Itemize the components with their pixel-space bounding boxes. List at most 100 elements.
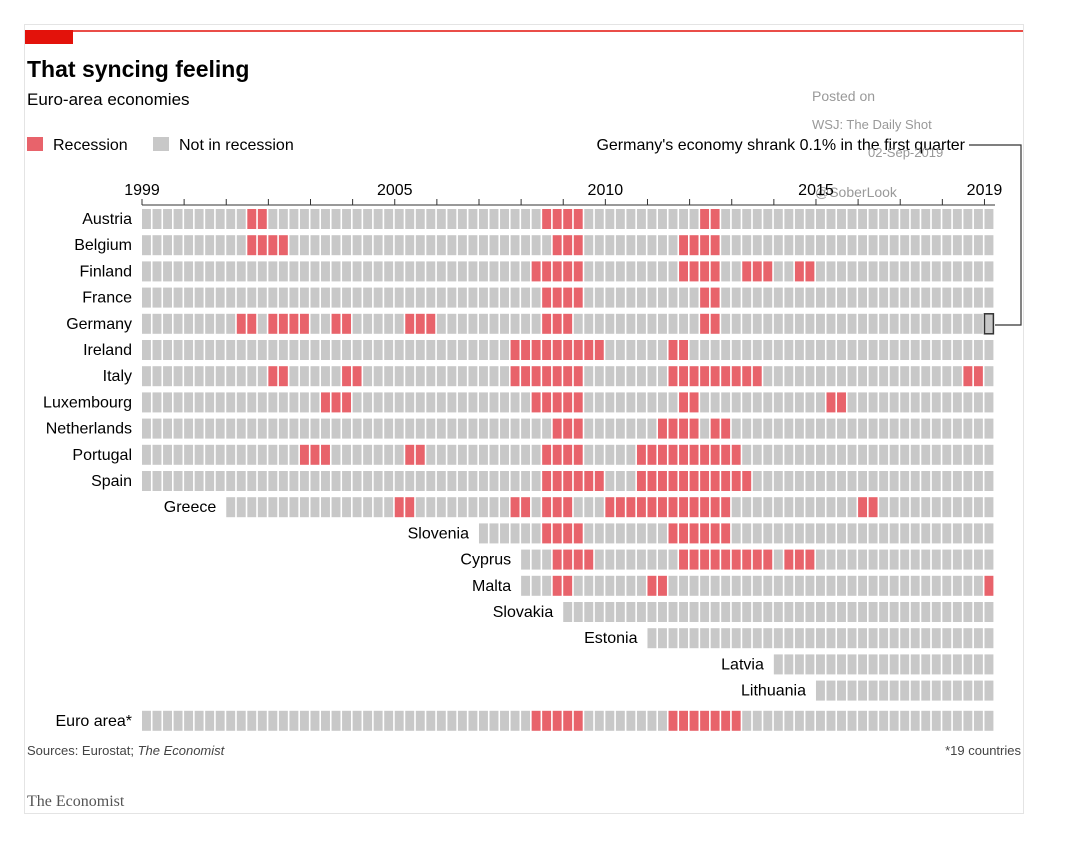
recession-cell — [563, 340, 573, 360]
quarter-cell — [510, 444, 520, 465]
quarter-cell — [163, 418, 172, 439]
quarter-cell — [879, 209, 889, 229]
quarter-cell — [236, 287, 246, 308]
quarter-cell — [942, 654, 952, 675]
country-label-lithuania: Lithuania — [741, 683, 806, 700]
quarter-cell — [415, 340, 425, 360]
quarter-cell — [668, 549, 678, 570]
recession-cell — [584, 549, 594, 570]
quarter-cell — [626, 549, 636, 570]
recession-cell — [784, 549, 794, 570]
quarter-cell — [847, 287, 857, 308]
quarter-cell — [689, 602, 699, 622]
quarter-cell — [668, 602, 678, 622]
quarter-cell — [373, 710, 383, 731]
recession-cell — [731, 444, 741, 465]
quarter-cell — [794, 628, 804, 649]
quarter-cell — [142, 418, 151, 439]
quarter-cell — [721, 287, 731, 308]
quarter-cell — [868, 680, 878, 701]
quarter-cell — [363, 444, 373, 465]
recession-cell — [563, 575, 573, 596]
quarter-cell — [973, 444, 983, 465]
quarter-cell — [952, 444, 962, 465]
quarter-cell — [163, 313, 172, 334]
quarter-cell — [447, 444, 457, 465]
quarter-cell — [815, 366, 825, 387]
quarter-cell — [373, 497, 383, 518]
quarter-cell — [837, 654, 846, 675]
recession-cell — [278, 366, 288, 387]
recession-cell — [805, 261, 815, 282]
quarter-cell — [626, 602, 636, 622]
quarter-cell — [289, 471, 299, 491]
recession-cell — [731, 549, 741, 570]
quarter-cell — [636, 313, 646, 334]
quarter-cell — [942, 287, 952, 308]
quarter-cell — [426, 444, 436, 465]
quarter-cell — [226, 497, 236, 518]
quarter-cell — [510, 418, 520, 439]
quarter-cell — [910, 710, 920, 731]
quarter-cell — [763, 628, 773, 649]
quarter-cell — [299, 497, 309, 518]
quarter-cell — [847, 602, 857, 622]
quarter-cell — [921, 523, 931, 544]
quarter-cell — [721, 340, 731, 360]
recession-cell — [700, 261, 710, 282]
watermark-posted-on: Posted on — [812, 88, 875, 104]
header-accent-bar — [25, 30, 73, 44]
quarter-cell — [721, 313, 731, 334]
quarter-cell — [373, 366, 383, 387]
tick-label-2010: 2010 — [588, 182, 624, 199]
quarter-cell — [478, 261, 488, 282]
quarter-cell — [910, 654, 920, 675]
quarter-cell — [500, 418, 509, 439]
quarter-cell — [331, 710, 341, 731]
recession-cell — [573, 209, 583, 229]
quarter-cell — [615, 602, 625, 622]
quarter-cell — [478, 471, 488, 491]
quarter-cell — [521, 710, 531, 731]
recession-cell — [763, 549, 773, 570]
quarter-cell — [973, 710, 983, 731]
recession-cell — [647, 471, 657, 491]
quarter-cell — [815, 602, 825, 622]
quarter-cell — [310, 710, 320, 731]
recession-cell — [542, 261, 552, 282]
quarter-cell — [763, 710, 773, 731]
recession-cell — [542, 497, 552, 518]
quarter-cell — [605, 235, 615, 256]
quarter-cell — [478, 209, 488, 229]
quarter-cell — [921, 261, 931, 282]
quarter-cell — [900, 549, 910, 570]
quarter-cell — [594, 497, 604, 518]
quarter-cell — [257, 471, 267, 491]
quarter-cell — [436, 366, 446, 387]
quarter-cell — [173, 313, 183, 334]
quarter-cell — [805, 628, 815, 649]
quarter-cell — [805, 340, 815, 360]
quarter-cell — [647, 523, 657, 544]
quarter-cell — [900, 235, 910, 256]
quarter-cell — [215, 235, 225, 256]
quarter-cell — [142, 366, 151, 387]
quarter-cell — [847, 261, 857, 282]
quarter-cell — [373, 392, 383, 413]
quarter-cell — [299, 261, 309, 282]
quarter-cell — [194, 418, 204, 439]
quarter-cell — [278, 471, 288, 491]
quarter-cell — [931, 366, 941, 387]
quarter-cell — [605, 209, 615, 229]
quarter-cell — [658, 235, 667, 256]
quarter-cell — [710, 628, 720, 649]
quarter-cell — [457, 710, 467, 731]
quarter-cell — [763, 602, 773, 622]
quarter-cell — [868, 710, 878, 731]
quarter-cell — [468, 392, 478, 413]
quarter-cell — [468, 366, 478, 387]
quarter-cell — [973, 287, 983, 308]
recession-cell — [310, 444, 320, 465]
quarter-cell — [299, 235, 309, 256]
quarter-cell — [500, 392, 509, 413]
